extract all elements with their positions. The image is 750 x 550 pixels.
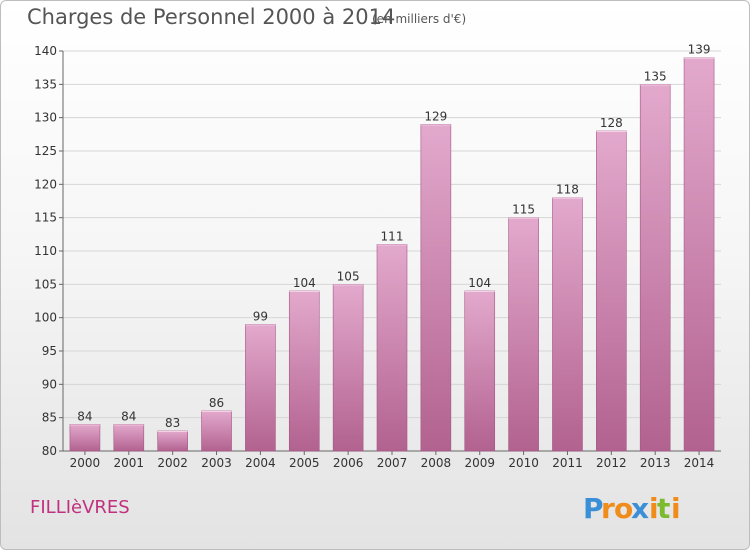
bar [157,430,188,452]
x-tick-label: 2009 [464,456,495,470]
x-tick-label: 2011 [552,456,583,470]
data-label: 104 [293,276,316,290]
bar [552,197,583,452]
data-label: 84 [121,409,136,423]
y-tick-label: 140 [34,44,57,58]
logo-letter: i [649,492,659,525]
data-label: 111 [381,229,404,243]
bar [113,424,145,452]
bar [69,424,101,452]
data-label: 128 [600,116,623,130]
x-tick-label: 2005 [289,456,320,470]
logo-letter: x [631,492,649,525]
bar [596,130,627,452]
x-tick-label: 2013 [640,456,671,470]
data-label: 86 [209,396,224,410]
x-tick-label: 2003 [201,456,232,470]
data-label: 84 [77,409,92,423]
y-tick-label: 125 [34,144,57,158]
y-tick-label: 110 [34,244,57,258]
data-label: 135 [644,69,667,83]
bar [508,217,539,452]
x-tick-label: 2012 [596,456,627,470]
proxiti-logo[interactable]: Pr ox it i [581,491,701,525]
x-tick-label: 2010 [508,456,539,470]
town-name: FILLIèVRES [30,497,130,518]
x-tick-label: 2000 [70,456,101,470]
y-tick-label: 100 [34,311,57,325]
y-tick-label: 105 [34,277,57,291]
y-tick-label: 80 [42,444,57,458]
data-label: 129 [424,109,447,123]
y-tick-label: 95 [42,344,57,358]
x-tick-label: 2002 [157,456,188,470]
x-tick-label: 2006 [333,456,364,470]
bar [639,84,671,452]
logo-letter: r [601,492,615,525]
bar [332,284,364,452]
data-label: 104 [468,276,491,290]
y-tick-label: 130 [34,111,57,125]
bar [376,244,408,452]
x-tick-label: 2004 [245,456,276,470]
logo-letter: i [671,492,681,525]
y-tick-label: 120 [34,177,57,191]
logo-letter: P [583,492,604,525]
bar [245,324,276,452]
bar [420,124,452,452]
x-tick-label: 2008 [421,456,452,470]
bar [683,57,715,452]
y-tick-label: 90 [42,377,57,391]
y-tick-label: 115 [34,211,57,225]
data-label: 115 [512,203,535,217]
data-label: 99 [253,309,268,323]
bar [201,410,232,452]
logo-letter: t [657,492,670,525]
data-label: 105 [337,269,360,283]
logo-letter: o [614,492,633,525]
chart-title: Charges de Personnel 2000 à 2014 [27,5,396,29]
x-tick-label: 2007 [377,456,408,470]
data-label: 118 [556,183,579,197]
x-tick-label: 2001 [114,456,145,470]
data-label: 139 [688,43,711,57]
y-tick-label: 85 [42,411,57,425]
data-label: 83 [165,416,180,430]
bar [288,290,320,452]
chart-subtitle: (en milliers d'€) [372,12,467,26]
x-tick-label: 2014 [684,456,715,470]
bar [464,290,496,452]
y-tick-label: 135 [34,77,57,91]
